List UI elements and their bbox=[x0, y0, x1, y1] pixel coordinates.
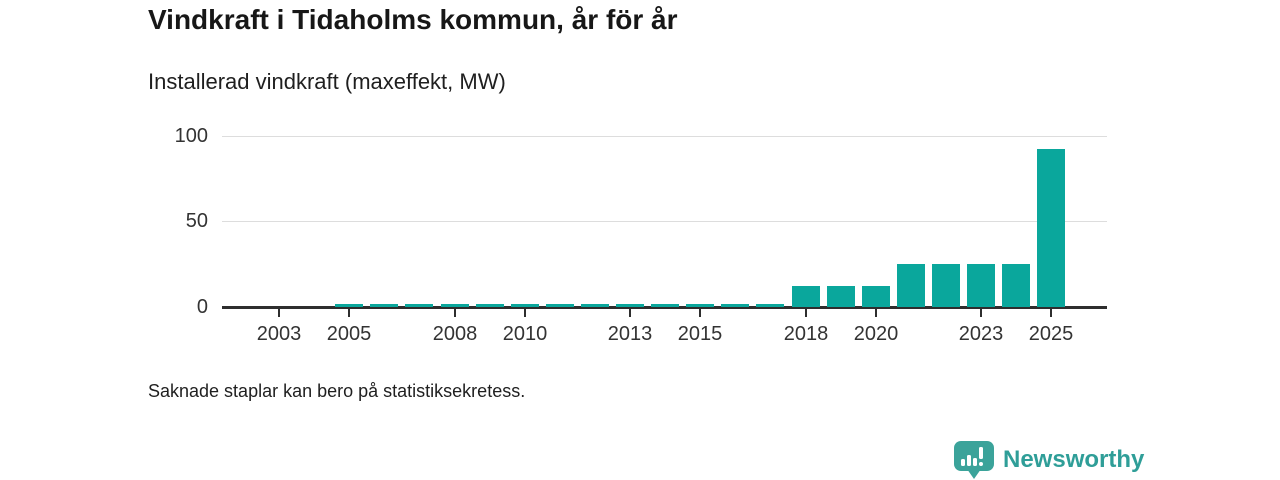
x-axis-tick-2013 bbox=[629, 309, 631, 317]
bar-2025 bbox=[1037, 149, 1065, 307]
y-axis-label-50: 50 bbox=[185, 210, 208, 232]
x-axis-tick-2018 bbox=[805, 309, 807, 317]
chart-footnote: Saknade staplar kan bero på statistiksek… bbox=[148, 381, 526, 401]
x-axis-tick-2003 bbox=[278, 309, 280, 317]
newsworthy-logo-icon bbox=[954, 441, 994, 479]
x-axis-tick-2023 bbox=[980, 309, 982, 317]
x-axis-label-2013: 2013 bbox=[607, 323, 653, 345]
bar-2018 bbox=[792, 286, 820, 307]
bar-2006 bbox=[370, 304, 398, 307]
gridline-50 bbox=[222, 221, 1107, 222]
y-axis-label-0: 0 bbox=[196, 296, 208, 318]
x-axis-tick-2015 bbox=[699, 309, 701, 317]
x-axis-tick-2005 bbox=[348, 309, 350, 317]
bar-2023 bbox=[967, 264, 995, 307]
x-axis-label-2010: 2010 bbox=[502, 323, 548, 345]
bar-2024 bbox=[1002, 264, 1030, 307]
gridline-100 bbox=[222, 136, 1107, 137]
bar-2011 bbox=[546, 304, 574, 307]
x-axis-label-2025: 2025 bbox=[1028, 323, 1074, 345]
bar-2010 bbox=[511, 304, 539, 307]
x-axis-label-2018: 2018 bbox=[783, 323, 829, 345]
bar-2008 bbox=[441, 304, 469, 307]
bar-2009 bbox=[476, 304, 504, 307]
bar-2019 bbox=[827, 286, 855, 307]
x-axis-tick-2020 bbox=[875, 309, 877, 317]
x-axis-label-2005: 2005 bbox=[326, 323, 372, 345]
bar-2014 bbox=[651, 304, 679, 307]
bar-2005 bbox=[335, 304, 363, 307]
bar-2015 bbox=[686, 304, 714, 307]
newsworthy-logo-text: Newsworthy bbox=[1003, 446, 1145, 473]
x-axis-tick-2010 bbox=[524, 309, 526, 317]
chart-subtitle: Installerad vindkraft (maxeffekt, MW) bbox=[148, 69, 506, 94]
x-axis-label-2008: 2008 bbox=[432, 323, 478, 345]
y-axis-label-100: 100 bbox=[174, 125, 208, 147]
newsworthy-logo: Newsworthy bbox=[953, 440, 1144, 480]
x-axis-label-2015: 2015 bbox=[677, 323, 723, 345]
bar-2012 bbox=[581, 304, 609, 307]
bar-2017 bbox=[756, 304, 784, 307]
x-axis-label-2023: 2023 bbox=[958, 323, 1004, 345]
x-axis-label-2003: 2003 bbox=[256, 323, 302, 345]
x-axis-label-2020: 2020 bbox=[853, 323, 899, 345]
x-axis-tick-2008 bbox=[454, 309, 456, 317]
chart-title: Vindkraft i Tidaholms kommun, år för år bbox=[148, 4, 678, 35]
x-axis-tick-2025 bbox=[1050, 309, 1052, 317]
bar-2007 bbox=[405, 304, 433, 307]
bar-2020 bbox=[862, 286, 890, 307]
bar-2021 bbox=[897, 264, 925, 307]
bar-2022 bbox=[932, 264, 960, 307]
bar-2016 bbox=[721, 304, 749, 307]
bar-2013 bbox=[616, 304, 644, 307]
x-axis-line bbox=[222, 305, 1107, 309]
